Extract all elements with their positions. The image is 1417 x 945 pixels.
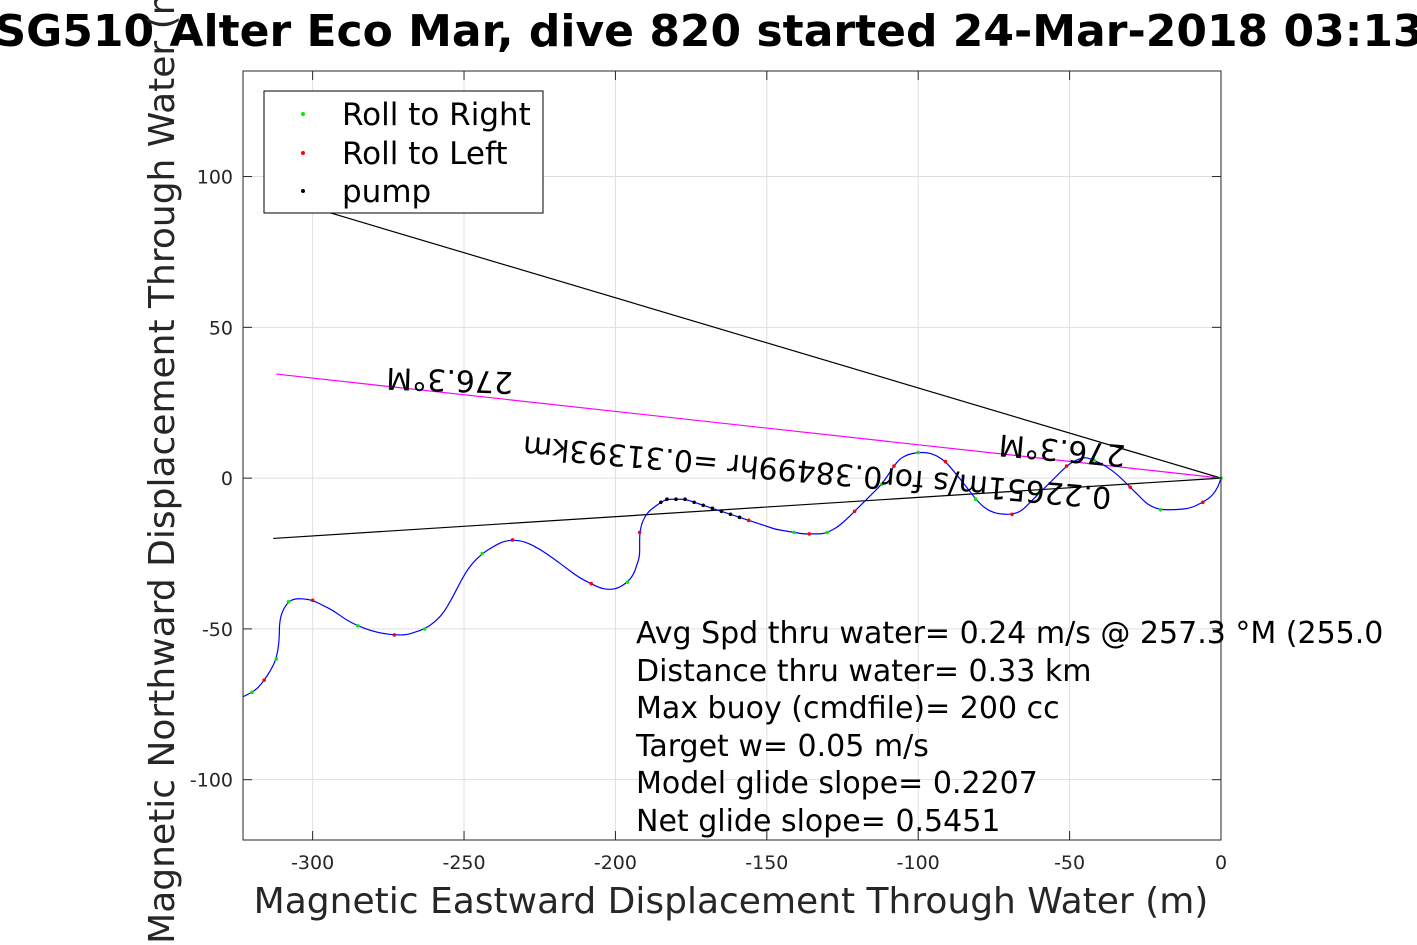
y-tick-label: -100 — [190, 770, 233, 792]
heading-annotation-left: 276.3°M — [386, 360, 514, 399]
heading-lines — [273, 206, 1222, 540]
roll-left-point — [852, 509, 857, 514]
y-tick-label: 50 — [209, 317, 233, 339]
roll-left-point — [1128, 485, 1132, 489]
chart-title: SG510 Alter Eco Mar, dive 820 started 24… — [0, 6, 1417, 57]
plot-frame — [242, 70, 1222, 841]
x-tick-label: -100 — [897, 852, 940, 874]
pump-point — [683, 497, 687, 502]
x-axis-label: Magnetic Eastward Displacement Through W… — [254, 881, 1209, 922]
pump-point — [692, 500, 696, 505]
x-tick-label: -50 — [1054, 852, 1085, 874]
pump-point — [728, 512, 733, 517]
roll-right-point — [973, 497, 978, 502]
roll-right-point — [274, 657, 279, 661]
pump-point — [674, 497, 678, 502]
legend-marker-roll-right — [301, 112, 305, 116]
roll-left-point — [892, 464, 896, 468]
roll-left-point — [637, 530, 642, 535]
roll-left-point — [943, 459, 948, 464]
heading-line-middle — [276, 373, 1222, 479]
roll-right-point — [880, 482, 884, 486]
roll-right-point — [422, 627, 427, 631]
roll-left-point — [262, 678, 266, 682]
pump-point — [737, 515, 742, 520]
axis-ticks: -300 -250 -200 -150 -100 -50 0 -100 -50 0 50 100 — [190, 71, 1227, 874]
legend-label-roll-left: Roll to Left — [342, 136, 508, 172]
track-markers — [250, 450, 1223, 695]
x-tick-label: -150 — [745, 852, 788, 874]
y-axis-label: Magnetic Northward Displacement Through … — [142, 0, 183, 944]
pump-point — [659, 500, 663, 505]
pump-point — [719, 509, 724, 514]
stat-avg-speed: Avg Spd thru water= 0.24 m/s @ 257.3 °M … — [636, 616, 1383, 651]
y-tick-label: 100 — [197, 167, 233, 189]
legend: Roll to Right Roll to Left pump — [263, 90, 544, 214]
roll-left-point — [589, 581, 594, 586]
legend-marker-pump — [301, 189, 305, 193]
y-tick-label: -50 — [202, 619, 233, 641]
heading-line-upper — [309, 206, 1222, 479]
roll-left-point — [510, 538, 515, 542]
pump-point — [710, 506, 715, 511]
roll-left-point — [807, 532, 812, 536]
roll-left-point — [392, 633, 397, 637]
x-tick-label: -200 — [594, 852, 637, 874]
roll-right-point — [625, 580, 630, 584]
roll-right-point — [286, 599, 291, 604]
roll-right-point — [250, 690, 254, 695]
stat-model-glide: Model glide slope= 0.2207 — [636, 766, 1038, 801]
heading-line-lower — [273, 477, 1222, 540]
roll-left-point — [746, 518, 751, 523]
pump-point — [665, 497, 669, 502]
roll-left-point — [1201, 500, 1205, 505]
legend-label-pump: pump — [342, 174, 431, 210]
roll-right-point — [480, 551, 485, 556]
roll-right-point — [792, 530, 796, 535]
dive-stats: Avg Spd thru water= 0.24 m/s @ 257.3 °M … — [635, 616, 1383, 839]
roll-left-point — [1010, 512, 1014, 517]
stat-net-glide: Net glide slope= 0.5451 — [636, 804, 1000, 839]
roll-right-point — [825, 530, 830, 535]
y-tick-label: 0 — [221, 468, 233, 490]
roll-left-point — [310, 598, 315, 603]
roll-right-point — [356, 624, 360, 628]
x-tick-label: -250 — [442, 852, 485, 874]
stat-distance: Distance thru water= 0.33 km — [636, 654, 1091, 689]
stat-max-buoy: Max buoy (cmdfile)= 200 cc — [636, 691, 1060, 726]
legend-marker-roll-left — [301, 151, 305, 155]
roll-right-point — [916, 450, 921, 455]
roll-right-point — [1037, 491, 1042, 495]
legend-box — [263, 90, 544, 214]
roll-right-point — [1092, 458, 1096, 462]
x-tick-label: -300 — [291, 852, 334, 874]
stat-target-w: Target w= 0.05 m/s — [635, 729, 929, 764]
legend-label-roll-right: Roll to Right — [342, 97, 531, 133]
roll-left-point — [1064, 464, 1069, 468]
pump-point — [701, 503, 706, 508]
roll-right-point — [1158, 507, 1163, 512]
x-tick-label: 0 — [1215, 852, 1227, 874]
